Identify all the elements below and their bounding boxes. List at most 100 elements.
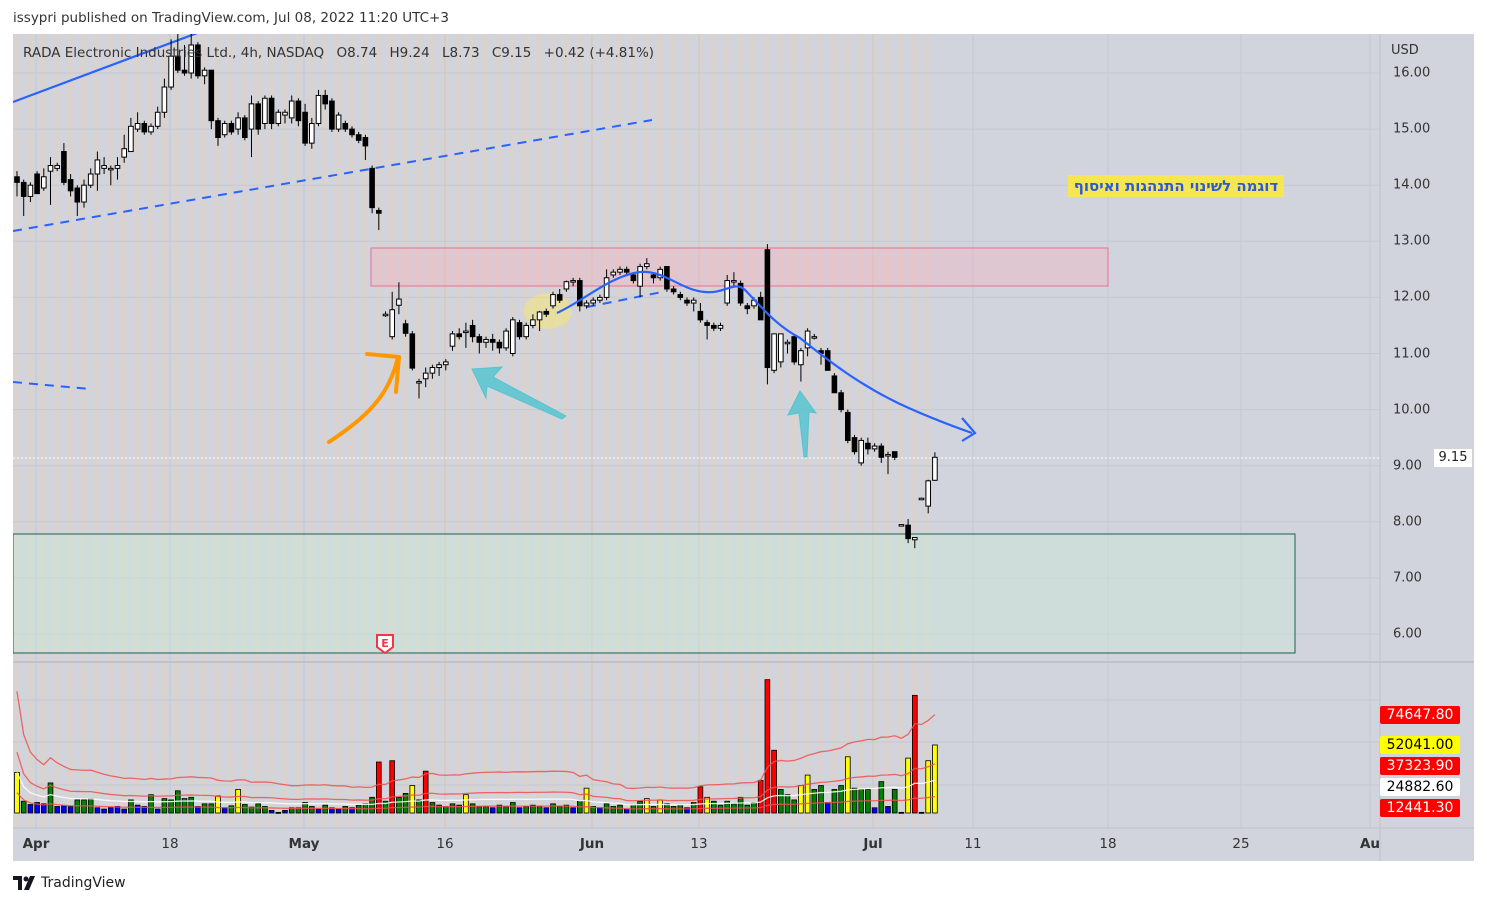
- hebrew-note[interactable]: דוגמה לשינוי התנהגות ואיסוף: [1068, 175, 1284, 197]
- volume-bar: [590, 806, 596, 814]
- orange-arrow[interactable]: [327, 355, 400, 444]
- volume-bar: [824, 802, 831, 814]
- volume-bar: [496, 804, 503, 814]
- volume-bar: [67, 806, 74, 814]
- volume-bar: [898, 811, 905, 814]
- supply-zone-rect[interactable]: [370, 247, 1109, 287]
- candle-up: [918, 497, 925, 501]
- volume-bar: [516, 807, 523, 814]
- volume-bar: [342, 806, 349, 814]
- candle-up: [871, 445, 878, 450]
- footer[interactable]: TradingView: [13, 875, 126, 891]
- legend-low: L8.73: [441, 45, 480, 61]
- candle-up: [771, 333, 777, 371]
- volume-bar: [34, 802, 40, 814]
- candle-up: [262, 97, 268, 124]
- volume-bar: [295, 807, 302, 814]
- volume-value-label: 24882.60: [1380, 778, 1460, 796]
- candle-down: [556, 294, 563, 301]
- candle-down: [342, 122, 349, 130]
- candle-up: [778, 333, 784, 363]
- volume-bar: [141, 806, 148, 814]
- volume-bar: [530, 804, 536, 814]
- cyan-arrow-left[interactable]: [471, 366, 567, 420]
- candle-up: [335, 114, 342, 130]
- volume-bar: [657, 799, 663, 814]
- volume-bar: [463, 794, 469, 814]
- candle-up: [550, 294, 556, 307]
- trendline-dashed-mid[interactable]: [586, 291, 663, 308]
- volume-bar: [764, 679, 771, 814]
- candle-up: [134, 122, 141, 130]
- volume-ma-line: [16, 792, 935, 810]
- candle-up: [201, 69, 208, 77]
- volume-bar: [101, 808, 107, 814]
- volume-bar: [262, 806, 268, 814]
- candle-up: [235, 117, 241, 130]
- volume-bar: [108, 807, 114, 814]
- time-tick: 11: [964, 836, 982, 852]
- candle-up: [603, 277, 610, 298]
- candle-down: [67, 179, 74, 192]
- volume-bar: [737, 796, 744, 814]
- volume-bar: [684, 807, 690, 814]
- volume-bar: [168, 799, 174, 814]
- volume-bar: [932, 744, 938, 814]
- trendline-dashed[interactable]: [13, 119, 653, 232]
- volume-bar: [329, 807, 335, 814]
- volume-value-label: 52041.00: [1380, 736, 1460, 754]
- volume-bar: [402, 792, 409, 814]
- trendline-upper[interactable]: [13, 32, 200, 104]
- candle-down: [469, 324, 476, 338]
- volume-bar: [288, 807, 295, 814]
- chart-frame[interactable]: [13, 34, 1474, 861]
- candle-down: [704, 322, 710, 326]
- time-tick: Au: [1359, 836, 1381, 852]
- candle-up: [108, 167, 114, 171]
- candle-up: [925, 480, 932, 507]
- candle-down: [489, 338, 496, 343]
- candle-down: [577, 280, 583, 307]
- candle-up: [731, 280, 737, 283]
- candle-down: [295, 100, 302, 122]
- candle-up: [101, 165, 107, 169]
- demand-zone-rect[interactable]: [13, 533, 1296, 654]
- volume-bar: [469, 803, 476, 814]
- volume-bar: [610, 806, 617, 814]
- volume-bar: [570, 807, 576, 814]
- candle-down: [20, 181, 27, 197]
- session-background: [13, 34, 930, 828]
- candle-down: [845, 411, 851, 441]
- cyan-arrow-up[interactable]: [787, 390, 818, 458]
- trendline-dashed-short[interactable]: [13, 381, 91, 390]
- volume-bar: [536, 806, 543, 814]
- volume-bar: [128, 799, 134, 814]
- candle-up: [282, 111, 288, 116]
- earnings-label: E: [381, 637, 389, 650]
- candle-up: [912, 537, 918, 541]
- candle-down: [711, 324, 717, 329]
- candle-down: [516, 322, 523, 338]
- candle-down: [349, 128, 355, 136]
- volume-bar: [181, 798, 188, 814]
- candle-down: [697, 310, 704, 321]
- candle-down: [175, 55, 181, 71]
- price-tick: 11.00: [1393, 346, 1431, 361]
- candle-down: [744, 305, 751, 310]
- candle-down: [195, 44, 201, 77]
- symbol-legend[interactable]: RADA Electronic Industries Ltd., 4h, NAS…: [23, 45, 662, 61]
- volume-bar: [154, 808, 161, 814]
- volume-bar: [20, 800, 27, 814]
- earnings-marker[interactable]: E: [375, 634, 395, 654]
- volume-bar: [456, 804, 462, 814]
- price-tick: 6.00: [1393, 626, 1422, 642]
- volume-bar: [543, 807, 550, 814]
- volume-bar: [778, 789, 784, 814]
- candle-up: [315, 94, 322, 124]
- volume-bar: [878, 781, 885, 814]
- candle-down: [650, 274, 657, 279]
- candle-down: [141, 122, 148, 133]
- candle-down: [831, 375, 838, 394]
- curve-arrow[interactable]: [556, 270, 973, 435]
